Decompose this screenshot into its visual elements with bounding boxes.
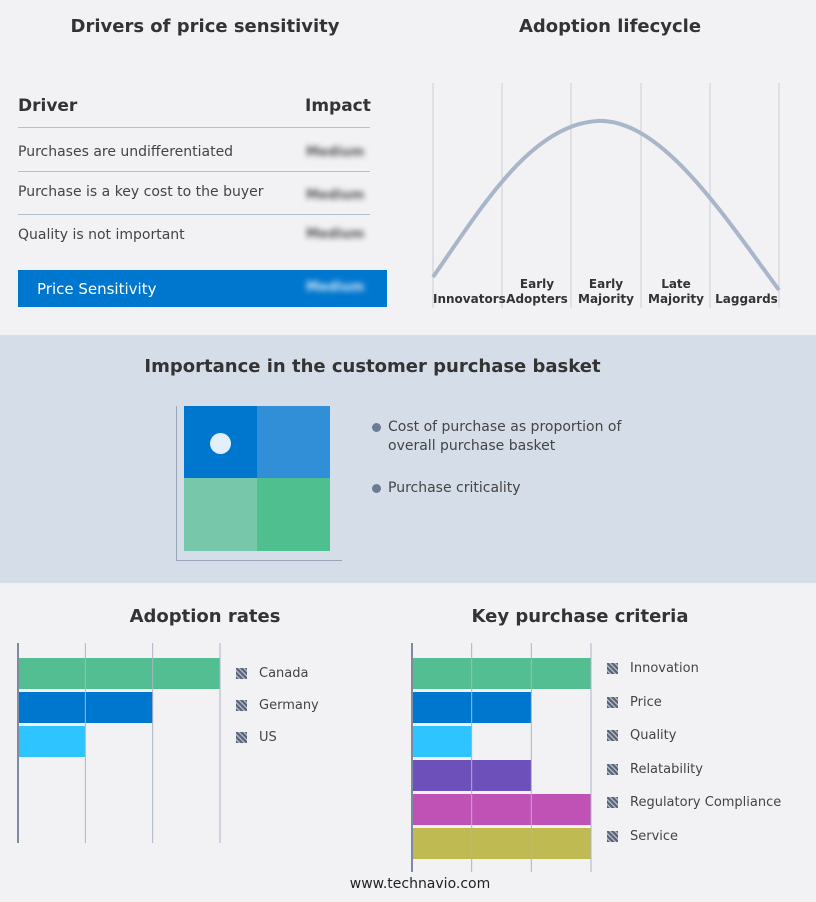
matrix-axis-x xyxy=(176,560,342,561)
kpc-title: Key purchase criteria xyxy=(471,606,689,627)
adoption-rates-title: Adoption rates xyxy=(129,606,281,627)
lifecycle-title: Adoption lifecycle xyxy=(518,16,702,37)
legend-item: Service xyxy=(607,829,678,844)
legend-swatch-icon xyxy=(236,732,247,743)
legend-label: Innovation xyxy=(630,661,699,676)
basket-section xyxy=(0,335,816,583)
basket-legend-item: Cost of purchase as proportion of overal… xyxy=(388,419,622,454)
footer-site: www.technavio.com xyxy=(349,876,491,892)
stage-label: Early Adopters xyxy=(506,277,568,306)
legend-label: Germany xyxy=(259,698,319,713)
legend-item: Quality xyxy=(607,728,676,743)
legend-item: Germany xyxy=(236,698,319,713)
impact-value: Medium xyxy=(306,188,365,203)
position-marker xyxy=(210,433,231,454)
legend-label: Quality xyxy=(630,728,677,744)
bar-innovation xyxy=(412,658,591,689)
impact-value: Medium xyxy=(306,227,365,242)
legend-swatch-icon xyxy=(607,663,618,674)
kpc-chart xyxy=(411,643,592,872)
adoption-curve xyxy=(431,118,781,292)
bar-service xyxy=(412,828,591,859)
legend-item: Canada xyxy=(236,666,308,681)
driver-label: Purchase is a key cost to the buyer xyxy=(18,184,264,200)
legend-swatch-icon xyxy=(236,700,247,711)
summary-impact: Medium xyxy=(306,280,365,295)
legend-label: Regulatory Compliance xyxy=(630,795,782,811)
legend-swatch-icon xyxy=(236,668,247,679)
legend-swatch-icon xyxy=(607,797,618,809)
impact-value: Medium xyxy=(306,145,365,160)
driver-label: Quality is not important xyxy=(18,227,185,243)
stage-label: Early Majority xyxy=(578,277,634,306)
legend-item: Regulatory Compliance xyxy=(607,795,781,810)
legend-swatch-icon xyxy=(607,831,618,842)
matrix-axis-y xyxy=(176,406,177,560)
legend-label: Relatability xyxy=(630,761,703,777)
lifecycle-chart xyxy=(431,83,781,308)
bullet-icon xyxy=(372,423,381,432)
driver-header: Driver xyxy=(18,96,78,116)
stage-label: Late Majority xyxy=(648,277,704,306)
legend-label: Service xyxy=(630,829,679,844)
bar-canada xyxy=(18,658,220,689)
bar-regulatory-compliance xyxy=(412,794,591,825)
bar-quality xyxy=(412,726,472,757)
adoption-rates-chart xyxy=(17,643,221,843)
bar-us xyxy=(18,726,86,757)
legend-label: US xyxy=(259,730,277,745)
legend-swatch-icon xyxy=(607,763,618,775)
stage-label: Laggards xyxy=(715,292,778,306)
legend-item: US xyxy=(236,730,277,745)
impact-header: Impact xyxy=(305,96,371,116)
matrix-quadrant-bottom-left xyxy=(184,478,257,551)
summary-label: Price Sensitivity xyxy=(37,280,157,298)
basket-legend-item: Purchase criticality xyxy=(388,480,521,496)
driver-row: Purchases are undifferentiated Medium xyxy=(18,127,370,171)
legend-item: Relatability xyxy=(607,762,703,777)
bullet-icon xyxy=(372,484,381,493)
price-sensitivity-summary: Price Sensitivity Medium xyxy=(18,270,387,307)
legend-swatch-icon xyxy=(607,696,618,708)
legend-label: Canada xyxy=(259,666,309,681)
driver-row: Quality is not important Medium xyxy=(18,214,370,254)
legend-label: Price xyxy=(630,694,662,710)
legend-swatch-icon xyxy=(607,730,618,742)
stage-label: Innovators xyxy=(433,292,506,306)
legend-item: Price xyxy=(607,695,662,710)
drivers-title: Drivers of price sensitivity xyxy=(70,16,340,37)
matrix-quadrant-bottom-right xyxy=(257,478,330,551)
driver-label: Purchases are undifferentiated xyxy=(18,144,234,160)
basket-title: Importance in the customer purchase bask… xyxy=(144,356,601,377)
driver-row: Purchase is a key cost to the buyer Medi… xyxy=(18,171,370,214)
matrix-quadrant-top-right xyxy=(257,406,330,478)
legend-item: Innovation xyxy=(607,661,699,676)
